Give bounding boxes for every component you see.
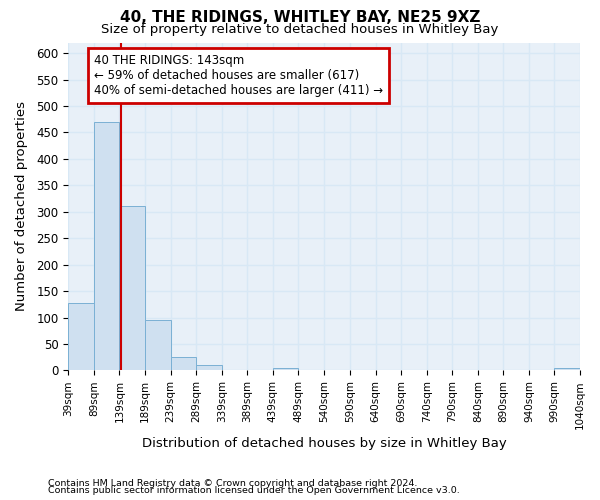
Bar: [119, 206, 145, 370]
Bar: [145, 320, 170, 370]
X-axis label: Distribution of detached houses by size in Whitley Bay: Distribution of detached houses by size …: [142, 437, 506, 450]
Bar: [94, 122, 119, 370]
Text: Contains public sector information licensed under the Open Government Licence v3: Contains public sector information licen…: [48, 486, 460, 495]
Y-axis label: Number of detached properties: Number of detached properties: [15, 102, 28, 312]
Bar: [273, 368, 298, 370]
Bar: [554, 368, 580, 370]
Text: 40, THE RIDINGS, WHITLEY BAY, NE25 9XZ: 40, THE RIDINGS, WHITLEY BAY, NE25 9XZ: [120, 10, 480, 25]
Text: Contains HM Land Registry data © Crown copyright and database right 2024.: Contains HM Land Registry data © Crown c…: [48, 478, 418, 488]
Bar: [68, 302, 94, 370]
Bar: [196, 365, 221, 370]
Bar: [170, 357, 196, 370]
Text: 40 THE RIDINGS: 143sqm
← 59% of detached houses are smaller (617)
40% of semi-de: 40 THE RIDINGS: 143sqm ← 59% of detached…: [94, 54, 383, 97]
Text: Size of property relative to detached houses in Whitley Bay: Size of property relative to detached ho…: [101, 22, 499, 36]
